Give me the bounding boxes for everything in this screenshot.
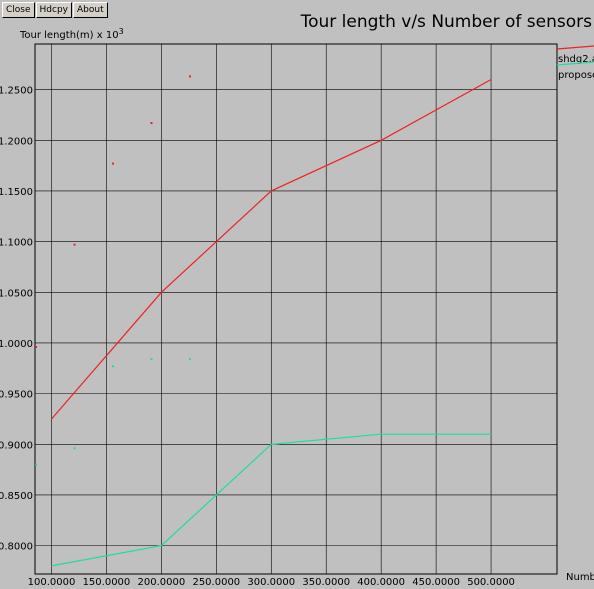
- series-2-point: [112, 365, 115, 368]
- series-1-point: [112, 162, 115, 165]
- series-markers: [35, 75, 191, 466]
- series-2-point: [150, 358, 153, 361]
- y-tick-label: 1.0000: [0, 339, 33, 350]
- y-tick-label: 0.8500: [0, 491, 33, 502]
- y-tick-label: 0.8000: [0, 542, 33, 553]
- series-line-1: [51, 78, 492, 420]
- series-1-point: [188, 75, 191, 78]
- x-tick-label: 350.0000: [302, 577, 350, 588]
- y-tick-label: 1.2500: [0, 86, 33, 97]
- y-axis-label-exponent: 3: [119, 27, 124, 36]
- y-axis-label: Tour length(m) x 103: [19, 27, 124, 41]
- about-button[interactable]: About: [73, 2, 108, 18]
- toolbar: Close Hdcpy About: [2, 2, 108, 18]
- x-tick-label: 500.0000: [467, 577, 515, 588]
- y-tick-label: 1.0500: [0, 288, 33, 299]
- y-tick-label: 1.1500: [0, 187, 33, 198]
- legend-label: proposed2.a: [558, 70, 594, 81]
- x-tick-label: 450.0000: [412, 577, 460, 588]
- series-1-point: [73, 243, 76, 246]
- x-tick-label: 100.0000: [28, 577, 76, 588]
- series-2-point: [35, 463, 38, 466]
- x-axis-label: Number o: [566, 572, 594, 583]
- y-tick-label: 1.1000: [0, 238, 33, 249]
- series-line-2: [51, 433, 492, 567]
- chart-title: Tour length v/s Number of sensors: [300, 12, 593, 32]
- x-tick-labels: 100.0000 150.0000 200.0000 250.0000 300.0000…: [28, 577, 515, 588]
- y-axis-label-text: Tour length(m) x 10: [19, 30, 119, 41]
- x-tick-label: 200.0000: [138, 577, 186, 588]
- x-tick-label: 300.0000: [247, 577, 295, 588]
- legend: shdg2.a proposed2.a: [556, 45, 594, 81]
- y-tick-label: 0.9500: [0, 390, 33, 401]
- x-tick-label: 250.0000: [192, 577, 240, 588]
- plot-area: [34, 43, 558, 575]
- x-tick-label: 400.0000: [357, 577, 405, 588]
- grid: [35, 44, 557, 574]
- series-2-point: [73, 447, 76, 450]
- y-tick-label: 0.9000: [0, 440, 33, 451]
- legend-label: shdg2.a: [558, 54, 594, 65]
- legend-swatch: [556, 61, 594, 66]
- y-tick-label: 1.2000: [0, 136, 33, 147]
- series-lines: [51, 78, 492, 567]
- hdcpy-button[interactable]: Hdcpy: [35, 2, 72, 18]
- series-1-point: [150, 122, 153, 125]
- x-tick-label: 150.0000: [83, 577, 131, 588]
- legend-swatch: [556, 45, 594, 50]
- close-button[interactable]: Close: [2, 2, 35, 18]
- y-tick-labels: 0.8000 0.8500 0.9000 0.9500 1.0000 1.0500 1.10…: [0, 86, 33, 553]
- series-2-point: [188, 358, 191, 361]
- series-1-point: [35, 346, 38, 349]
